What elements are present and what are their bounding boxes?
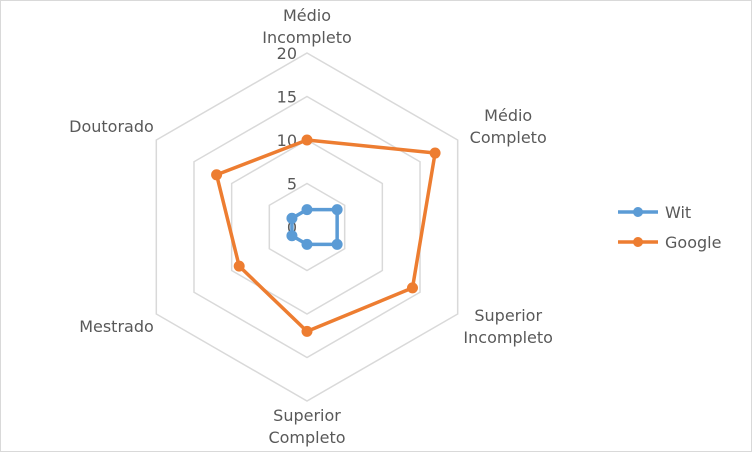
point-wit-1: [331, 204, 343, 216]
grid-ring-4: [155, 52, 459, 402]
point-wit-2: [331, 238, 343, 250]
legend-label-google: Google: [665, 233, 721, 252]
point-google-3: [301, 325, 313, 337]
point-wit-3: [301, 238, 313, 250]
point-google-4: [233, 260, 245, 272]
category-label-4: Mestrado: [79, 317, 154, 336]
point-wit-5: [286, 212, 298, 224]
grid-ring-1: [268, 182, 346, 272]
category-label-5: Doutorado: [69, 117, 154, 136]
series-line-wit: [290, 207, 339, 247]
point-google-1: [429, 147, 441, 159]
radar-grid: [155, 52, 459, 402]
point-wit-0: [301, 204, 313, 216]
category-label-2: Superior Incompleto: [463, 306, 553, 347]
legend-marker-google: [633, 237, 643, 247]
point-google-0: [301, 134, 313, 146]
category-label-1: Médio Completo: [470, 106, 547, 147]
category-label-0: Médio Incompleto: [262, 6, 352, 47]
tick-label-1: 5: [287, 175, 297, 194]
tick-label-3: 15: [277, 88, 297, 107]
point-wit-4: [286, 230, 298, 242]
tick-label-4: 20: [277, 44, 297, 63]
point-google-2: [406, 282, 418, 294]
grid-ring-3: [193, 95, 421, 359]
category-labels: Médio Incompleto Médio Completo Superior Inco…: [69, 6, 553, 447]
legend-marker-wit: [633, 207, 643, 217]
point-google-5: [211, 169, 223, 181]
legend: Wit Google: [618, 203, 721, 252]
radar-series: [211, 134, 441, 337]
category-label-3: Superior Completo: [268, 406, 345, 447]
grid-ring-2: [230, 139, 384, 315]
legend-label-wit: Wit: [665, 203, 691, 222]
